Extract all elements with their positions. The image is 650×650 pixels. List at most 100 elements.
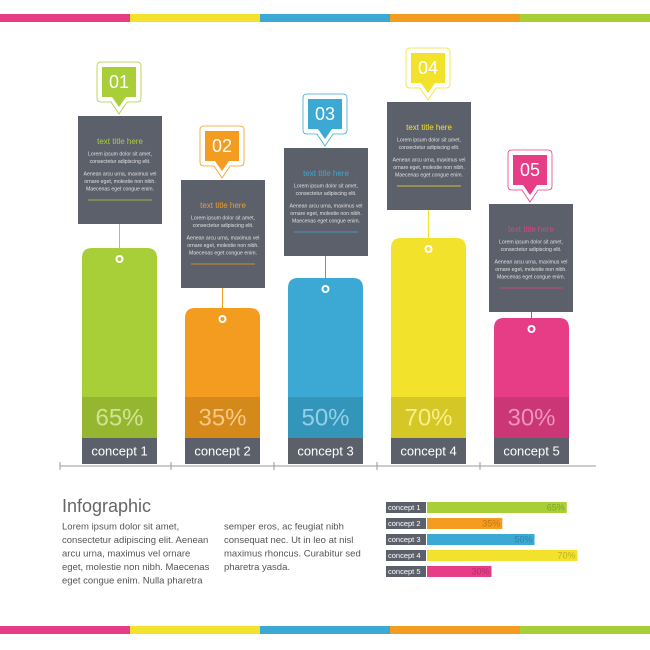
card <box>284 148 368 256</box>
value-label: 30% <box>507 404 555 431</box>
card-text: Maecenas eget congue enim. <box>292 218 360 224</box>
badge-number: 02 <box>212 136 232 156</box>
badge-fill <box>205 131 239 171</box>
card-text: ornare eget, molestie non nibh. <box>187 243 259 249</box>
badge-number: 01 <box>109 72 129 92</box>
mini-label: concept 1 <box>388 503 421 512</box>
card-text: Aenean arcu urna, maximus vel <box>84 171 157 177</box>
card-text: Aenean arcu urna, maximus vel <box>187 235 260 241</box>
body-text: pharetra yasda. <box>224 562 290 573</box>
card <box>181 180 265 288</box>
mini-value-label: 70% <box>557 550 575 560</box>
card <box>489 204 573 312</box>
card-text: ornare eget, molestie non nibh. <box>290 211 362 217</box>
value-label: 35% <box>198 404 246 431</box>
badge-fill <box>411 53 445 93</box>
mini-label: concept 2 <box>388 519 421 528</box>
bar-foot <box>185 397 260 438</box>
card-text: consectetur adipiscing elit. <box>193 223 254 229</box>
body-text: arcu urna, maximus vel ornare <box>62 549 190 560</box>
body-text: consequat nec. Ut in leo at nisl <box>224 535 353 546</box>
category-label: concept 3 <box>297 443 353 458</box>
card <box>387 102 471 210</box>
card-text: ornare eget, molestie non nibh. <box>495 267 567 273</box>
bar-hole-inner <box>426 247 431 251</box>
bar-hole-inner <box>323 287 328 291</box>
bar-foot <box>288 397 363 438</box>
body-text: semper eros, ac feugiat nibh <box>224 522 344 533</box>
card-text: Maecenas eget congue enim. <box>497 274 565 280</box>
mini-bar <box>427 518 503 529</box>
badge-fill <box>513 155 547 195</box>
card-text: Maecenas eget congue enim. <box>86 186 154 192</box>
category-box <box>494 438 569 464</box>
badge-fill <box>308 99 342 139</box>
mini-value-label: 35% <box>482 518 500 528</box>
card-text: Lorem ipsum dolor sit amet, <box>397 137 461 143</box>
category-box <box>185 438 260 464</box>
badge-fill <box>102 67 136 107</box>
bar-hole-inner <box>529 327 534 331</box>
card-text: Aenean arcu urna, maximus vel <box>290 203 363 209</box>
card-title: text title here <box>303 169 349 178</box>
card-text: consectetur adipiscing elit. <box>90 159 151 165</box>
bar-foot <box>494 397 569 438</box>
card-text: Lorem ipsum dolor sit amet, <box>88 151 152 157</box>
category-label: concept 4 <box>400 443 456 458</box>
mini-value-label: 65% <box>547 502 565 512</box>
card-text: consectetur adipiscing elit. <box>296 191 357 197</box>
mini-value-label: 30% <box>471 566 489 576</box>
mini-bar <box>427 566 492 577</box>
card-title: text title here <box>406 123 452 132</box>
bar-foot <box>82 397 157 438</box>
card-text: Aenean arcu urna, maximus vel <box>495 259 568 265</box>
bar-hole-inner <box>220 317 225 321</box>
value-label: 50% <box>301 404 349 431</box>
card-title: text title here <box>508 225 554 234</box>
card <box>78 116 162 224</box>
card-text: Maecenas eget congue enim. <box>189 250 257 256</box>
card-title: text title here <box>97 137 143 146</box>
mini-bar <box>427 502 567 513</box>
mini-label: concept 3 <box>388 535 421 544</box>
bar <box>82 248 157 438</box>
card-text: Lorem ipsum dolor sit amet, <box>499 239 563 245</box>
card-text: ornare eget, molestie non nibh. <box>393 165 465 171</box>
body-text: maximus rhoncus. Curabitur sed <box>224 549 361 560</box>
mini-label-box <box>386 518 426 529</box>
card-text: ornare eget, molestie non nibh. <box>84 179 156 185</box>
badge-number: 05 <box>520 160 540 180</box>
mini-bar <box>427 534 535 545</box>
bar <box>391 238 466 438</box>
value-label: 70% <box>404 404 452 431</box>
mini-label: concept 5 <box>388 567 421 576</box>
body-text: Lorem ipsum dolor sit amet, <box>62 522 179 533</box>
body-text: consectetur adipiscing elit. Aenean <box>62 535 208 546</box>
category-label: concept 5 <box>503 443 559 458</box>
top-stripe <box>0 14 650 22</box>
card-text: Lorem ipsum dolor sit amet, <box>191 215 255 221</box>
bar-foot <box>391 397 466 438</box>
heading: Infographic <box>62 496 151 516</box>
mini-value-label: 50% <box>514 534 532 544</box>
value-label: 65% <box>95 404 143 431</box>
card-text: consectetur adipiscing elit. <box>501 247 562 253</box>
card-text: Lorem ipsum dolor sit amet, <box>294 183 358 189</box>
mini-label-box <box>386 566 426 577</box>
bar-hole-inner <box>117 257 122 261</box>
category-box <box>391 438 466 464</box>
card-text: Maecenas eget congue enim. <box>395 172 463 178</box>
mini-bar <box>427 550 578 561</box>
category-label: concept 1 <box>91 443 147 458</box>
card-text: consectetur adipiscing elit. <box>399 145 460 151</box>
mini-label-box <box>386 502 426 513</box>
mini-label-box <box>386 550 426 561</box>
card-text: Aenean arcu urna, maximus vel <box>393 157 466 163</box>
category-box <box>82 438 157 464</box>
mini-label: concept 4 <box>388 551 421 560</box>
card-title: text title here <box>200 201 246 210</box>
body-text: eget, molestie non nibh. Maecenas <box>62 562 210 573</box>
badge-number: 04 <box>418 58 438 78</box>
badge-number: 03 <box>315 104 335 124</box>
